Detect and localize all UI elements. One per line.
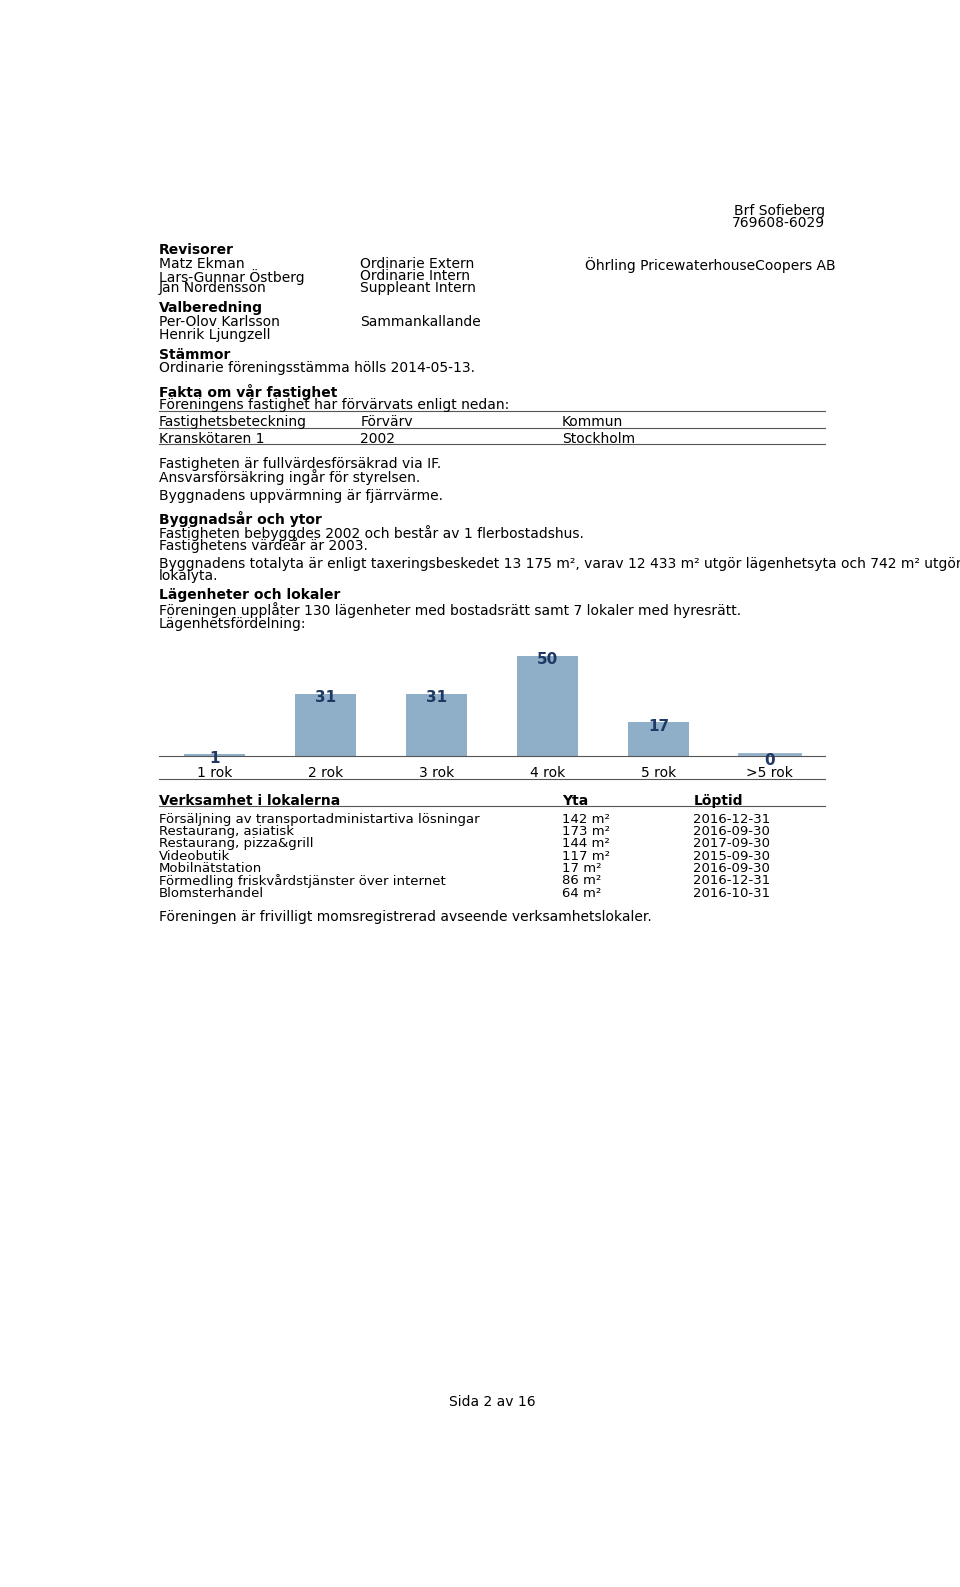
Text: Kommun: Kommun bbox=[562, 416, 623, 428]
Text: 4 rok: 4 rok bbox=[530, 767, 565, 781]
Text: 142 m²: 142 m² bbox=[562, 813, 610, 825]
Text: Blomsterhandel: Blomsterhandel bbox=[158, 887, 264, 900]
Text: 173 m²: 173 m² bbox=[562, 825, 610, 838]
Text: 2016-09-30: 2016-09-30 bbox=[693, 825, 770, 838]
Text: Fastigheten är fullvärdesförsäkrad via IF.: Fastigheten är fullvärdesförsäkrad via I… bbox=[158, 457, 441, 471]
Text: 2017-09-30: 2017-09-30 bbox=[693, 838, 771, 851]
Text: lokalyta.: lokalyta. bbox=[158, 570, 218, 584]
Text: 1: 1 bbox=[209, 751, 220, 765]
Text: Brf Sofieberg: Brf Sofieberg bbox=[734, 205, 826, 219]
Text: Lägenheter och lokaler: Lägenheter och lokaler bbox=[158, 587, 340, 601]
Text: 2016-12-31: 2016-12-31 bbox=[693, 813, 771, 825]
Text: Ordinarie Extern: Ordinarie Extern bbox=[360, 257, 474, 271]
Text: Försäljning av transportadministartiva lösningar: Försäljning av transportadministartiva l… bbox=[158, 813, 479, 825]
Text: Yta: Yta bbox=[562, 794, 588, 808]
Text: Fastighetsbeteckning: Fastighetsbeteckning bbox=[158, 416, 307, 428]
Text: 31: 31 bbox=[426, 690, 447, 706]
Text: Jan Nordensson: Jan Nordensson bbox=[158, 281, 267, 295]
Text: Lars-Gunnar Östberg: Lars-Gunnar Östberg bbox=[158, 268, 304, 286]
Text: Per-Olov Karlsson: Per-Olov Karlsson bbox=[158, 316, 279, 329]
Text: 769608-6029: 769608-6029 bbox=[732, 216, 826, 230]
Text: Sammankallande: Sammankallande bbox=[360, 316, 481, 329]
Text: Byggnadens uppvärmning är fjärrvärme.: Byggnadens uppvärmning är fjärrvärme. bbox=[158, 489, 443, 503]
Text: Öhrling PricewaterhouseCoopers AB: Öhrling PricewaterhouseCoopers AB bbox=[585, 257, 835, 273]
FancyBboxPatch shape bbox=[517, 655, 578, 755]
Text: 17 m²: 17 m² bbox=[562, 862, 601, 874]
Text: 2016-12-31: 2016-12-31 bbox=[693, 874, 771, 887]
Text: 50: 50 bbox=[537, 652, 558, 668]
Text: Videobutik: Videobutik bbox=[158, 849, 230, 863]
Text: 117 m²: 117 m² bbox=[562, 849, 610, 863]
Text: 2016-10-31: 2016-10-31 bbox=[693, 887, 771, 900]
Text: Föreningen upplåter 130 lägenheter med bostadsrätt samt 7 lokaler med hyresrätt.: Föreningen upplåter 130 lägenheter med b… bbox=[158, 601, 741, 617]
Text: 3 rok: 3 rok bbox=[419, 767, 454, 781]
Text: 2016-09-30: 2016-09-30 bbox=[693, 862, 770, 874]
Text: 64 m²: 64 m² bbox=[562, 887, 601, 900]
Text: Byggnadsår och ytor: Byggnadsår och ytor bbox=[158, 511, 322, 527]
Text: 5 rok: 5 rok bbox=[641, 767, 676, 781]
Text: 2 rok: 2 rok bbox=[308, 767, 343, 781]
Text: Henrik Ljungzell: Henrik Ljungzell bbox=[158, 327, 271, 341]
Text: Fastigheten bebyggdes 2002 och består av 1 flerbostadshus.: Fastigheten bebyggdes 2002 och består av… bbox=[158, 525, 584, 541]
Text: 17: 17 bbox=[648, 719, 669, 733]
Text: Revisorer: Revisorer bbox=[158, 243, 233, 257]
Text: Fastighetens värdeår är 2003.: Fastighetens värdeår är 2003. bbox=[158, 536, 368, 552]
Text: Ordinarie föreningsstämma hölls 2014-05-13.: Ordinarie föreningsstämma hölls 2014-05-… bbox=[158, 362, 475, 376]
Text: Kranskötaren 1: Kranskötaren 1 bbox=[158, 432, 264, 446]
Text: Mobilnätstation: Mobilnätstation bbox=[158, 862, 262, 874]
Text: Förvärv: Förvärv bbox=[360, 416, 413, 428]
Text: Restaurang, pizza&grill: Restaurang, pizza&grill bbox=[158, 838, 313, 851]
Text: Valberedning: Valberedning bbox=[158, 302, 263, 316]
Text: 2015-09-30: 2015-09-30 bbox=[693, 849, 771, 863]
Text: Suppleant Intern: Suppleant Intern bbox=[360, 281, 476, 295]
Text: Byggnadens totalyta är enligt taxeringsbeskedet 13 175 m², varav 12 433 m² utgör: Byggnadens totalyta är enligt taxeringsb… bbox=[158, 557, 960, 571]
FancyBboxPatch shape bbox=[406, 694, 467, 755]
Text: 31: 31 bbox=[315, 690, 336, 706]
Text: Löptid: Löptid bbox=[693, 794, 743, 808]
Text: Fakta om vår fastighet: Fakta om vår fastighet bbox=[158, 384, 337, 400]
Text: 1 rok: 1 rok bbox=[197, 767, 232, 781]
Text: Sida 2 av 16: Sida 2 av 16 bbox=[448, 1395, 536, 1409]
Text: 144 m²: 144 m² bbox=[562, 838, 610, 851]
Text: Ansvarsförsäkring ingår för styrelsen.: Ansvarsförsäkring ingår för styrelsen. bbox=[158, 470, 420, 486]
FancyBboxPatch shape bbox=[628, 722, 689, 755]
Text: Stockholm: Stockholm bbox=[562, 432, 635, 446]
Text: Stämmor: Stämmor bbox=[158, 348, 230, 362]
Text: Föreningen är frivilligt momsregistrerad avseende verksamhetslokaler.: Föreningen är frivilligt momsregistrerad… bbox=[158, 909, 652, 924]
Text: 2002: 2002 bbox=[360, 432, 396, 446]
Text: 86 m²: 86 m² bbox=[562, 874, 601, 887]
Text: Lägenhetsfördelning:: Lägenhetsfördelning: bbox=[158, 617, 306, 632]
FancyBboxPatch shape bbox=[183, 754, 245, 755]
FancyBboxPatch shape bbox=[295, 694, 356, 755]
Text: >5 rok: >5 rok bbox=[746, 767, 793, 781]
Text: Matz Ekman: Matz Ekman bbox=[158, 257, 245, 271]
Text: Verksamhet i lokalerna: Verksamhet i lokalerna bbox=[158, 794, 340, 808]
Text: 0: 0 bbox=[764, 752, 775, 768]
Text: Föreningens fastighet har förvärvats enligt nedan:: Föreningens fastighet har förvärvats enl… bbox=[158, 398, 509, 413]
Text: Ordinarie Intern: Ordinarie Intern bbox=[360, 268, 470, 282]
Text: Restaurang, asiatisk: Restaurang, asiatisk bbox=[158, 825, 294, 838]
Text: Förmedling friskvårdstjänster över internet: Förmedling friskvårdstjänster över inter… bbox=[158, 874, 445, 889]
